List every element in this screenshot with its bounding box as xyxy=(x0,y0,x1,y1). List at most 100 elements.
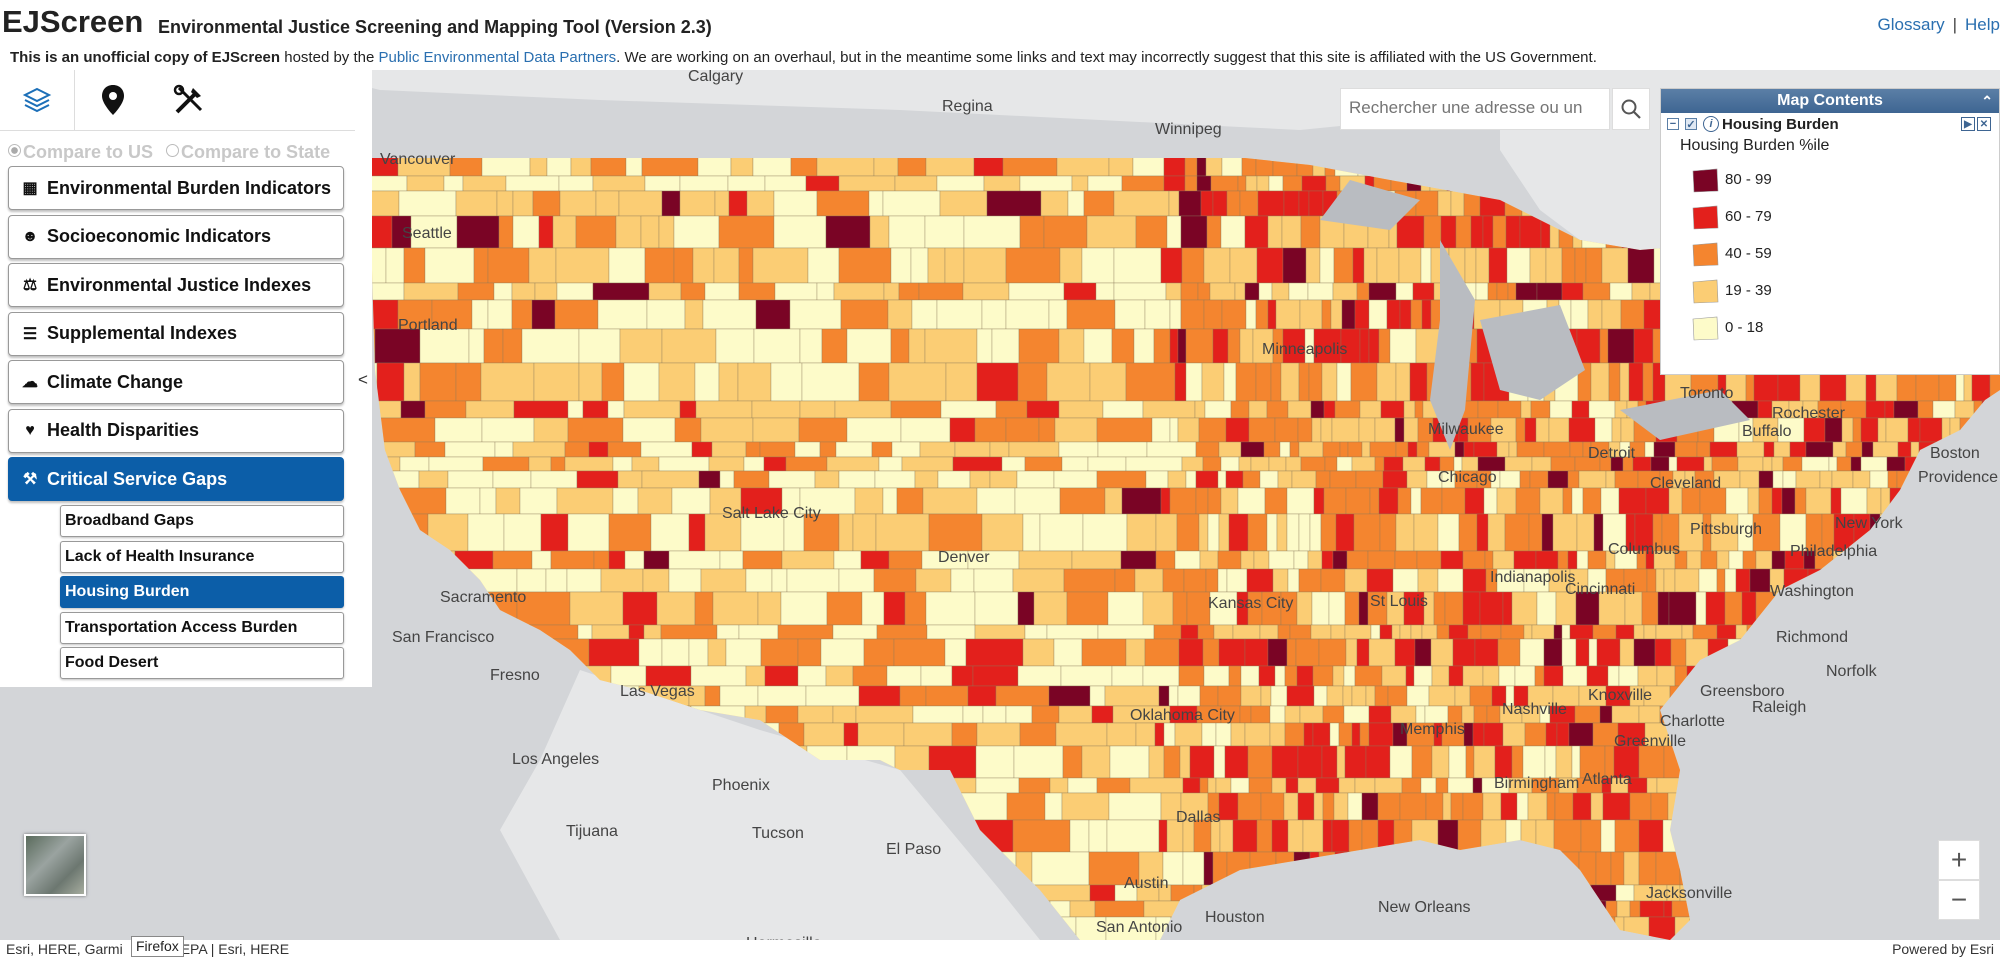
map-label-tijuana: Tijuana xyxy=(566,823,618,840)
app-title: Environmental Justice Screening and Mapp… xyxy=(158,17,712,37)
map-label-st-louis: St Louis xyxy=(1370,593,1428,610)
map-label-rochester: Rochester xyxy=(1772,405,1846,422)
legend-item: 19 - 39 xyxy=(1661,272,1999,309)
map-label-detroit: Detroit xyxy=(1588,445,1636,462)
legend-label: 0 - 18 xyxy=(1725,319,1764,336)
notice-bold: This is an unofficial copy of EJScreen xyxy=(10,49,281,66)
compare-state-label: Compare to State xyxy=(181,142,331,162)
collapse-up-icon[interactable]: ⌃ xyxy=(1981,93,1993,109)
category-label: Supplemental Indexes xyxy=(47,323,238,343)
info-icon[interactable]: i xyxy=(1703,116,1719,132)
map-label-fresno: Fresno xyxy=(490,667,540,684)
notice-text-2: . We are working on an overhaul, but in … xyxy=(616,49,1597,66)
map-label-buffalo: Buffalo xyxy=(1742,423,1792,440)
map-label-charlotte: Charlotte xyxy=(1660,713,1725,730)
map-label-vancouver: Vancouver xyxy=(380,151,456,168)
wrench-icon: ⚒ xyxy=(22,471,38,488)
map-label-raleigh: Raleigh xyxy=(1752,699,1806,716)
compare-state-option[interactable]: Compare to State xyxy=(166,142,330,162)
category-label: Socioeconomic Indicators xyxy=(47,226,272,246)
map-label-indianapolis: Indianapolis xyxy=(1490,569,1575,586)
map-label-san-francisco: San Francisco xyxy=(392,629,494,646)
map-label-salt-lake: Salt Lake City xyxy=(722,505,821,522)
attribution-bar: Esri, HERE, Garmi EPA | Esri, HERE Powere… xyxy=(0,940,2000,959)
legend-swatch xyxy=(1692,242,1719,266)
map-label-milwaukee: Milwaukee xyxy=(1428,421,1504,438)
category-label: Health Disparities xyxy=(47,420,200,440)
category-socioeconomic-indicators[interactable]: ☻ Socioeconomic Indicators xyxy=(8,214,344,259)
category-critical-service-gaps[interactable]: ⚒ Critical Service Gaps xyxy=(8,457,344,501)
category-label: Environmental Burden Indicators xyxy=(47,177,332,198)
layer-name: Housing Burden xyxy=(1722,115,1839,133)
layer-options-icon[interactable]: ▶ xyxy=(1961,117,1975,131)
collapse-panel-toggle[interactable]: < xyxy=(358,370,368,389)
layer-row-housing-burden: − ✓ i Housing Burden ▶ ✕ xyxy=(1661,113,1999,135)
subitem-food-desert[interactable]: Food Desert xyxy=(60,647,344,679)
map-label-knoxville: Knoxville xyxy=(1588,687,1652,704)
notice-partner-link[interactable]: Public Environmental Data Partners xyxy=(378,49,617,66)
compare-options: Compare to US Compare to State xyxy=(8,142,338,163)
subitem-housing-burden[interactable]: Housing Burden xyxy=(60,576,344,608)
map-label-new-orleans: New Orleans xyxy=(1378,899,1470,916)
zoom-out-button[interactable]: − xyxy=(1938,880,1980,920)
app-logo: EJScreen xyxy=(2,4,144,39)
tools-tab[interactable] xyxy=(152,70,226,130)
map-label-kansas-city: Kansas City xyxy=(1208,595,1293,612)
layers-tab[interactable] xyxy=(0,70,75,130)
glossary-link[interactable]: Glossary xyxy=(1877,15,1945,34)
category-climate-change[interactable]: ☁ Climate Change xyxy=(8,360,344,404)
category-environmental-justice-indexes[interactable]: ⚖ Environmental Justice Indexes xyxy=(8,263,344,307)
location-pin-icon xyxy=(102,85,124,115)
subitem-broadband-gaps[interactable]: Broadband Gaps xyxy=(60,505,344,537)
layer-visibility-checkbox[interactable]: ✓ xyxy=(1685,118,1697,131)
map-label-greenville: Greenville xyxy=(1614,733,1686,750)
firefox-tooltip: Firefox xyxy=(131,936,184,957)
category-supplemental-indexes[interactable]: ☰ Supplemental Indexes xyxy=(8,311,344,356)
category-health-disparities[interactable]: ♥ Health Disparities xyxy=(8,408,344,453)
map-label-birmingham: Birmingham xyxy=(1494,775,1579,792)
zoom-in-button[interactable]: + xyxy=(1938,840,1980,880)
location-tab[interactable] xyxy=(76,70,150,130)
map-label-memphis: Memphis xyxy=(1400,721,1465,738)
subitem-lack-of-health-insurance[interactable]: Lack of Health Insurance xyxy=(60,540,344,573)
legend: 80 - 99 60 - 79 40 - 59 19 - 39 0 - 18 xyxy=(1661,161,1999,346)
layer-remove-icon[interactable]: ✕ xyxy=(1977,117,1991,131)
search-input[interactable] xyxy=(1341,89,1605,127)
map-label-atlanta: Atlanta xyxy=(1582,771,1632,788)
powered-by[interactable]: Powered by Esri xyxy=(1892,941,1994,957)
layer-controls: ▶ ✕ xyxy=(1961,117,1991,131)
compare-state-radio[interactable] xyxy=(166,144,180,157)
heart-icon: ♥ xyxy=(25,421,35,439)
legend-item: 40 - 59 xyxy=(1661,235,1999,272)
subitem-transportation-access-burden[interactable]: Transportation Access Burden xyxy=(60,611,344,644)
expand-collapse-icon[interactable]: − xyxy=(1667,118,1679,130)
canada-land xyxy=(300,70,1500,130)
map-label-toronto: Toronto xyxy=(1680,385,1733,402)
legend-label: 80 - 99 xyxy=(1725,171,1772,188)
map-label-richmond: Richmond xyxy=(1776,629,1848,646)
map-label-minneapolis: Minneapolis xyxy=(1262,341,1347,358)
legend-item: 0 - 18 xyxy=(1661,309,1999,346)
map-label-san-antonio: San Antonio xyxy=(1096,919,1182,936)
compare-us-radio[interactable] xyxy=(8,144,21,157)
category-environmental-burden-indicators[interactable]: ▦ Environmental Burden Indicators xyxy=(8,166,344,210)
factory-icon: ▦ xyxy=(22,180,38,197)
map-label-hermosillo: Hermosillo xyxy=(746,935,822,940)
compare-us-label: Compare to US xyxy=(23,142,154,162)
layers-icon xyxy=(22,87,52,113)
basemap-toggle[interactable] xyxy=(24,834,86,896)
help-link[interactable]: Help xyxy=(1965,15,2000,34)
map-label-el-paso: El Paso xyxy=(886,841,941,858)
category-label: Critical Service Gaps xyxy=(47,468,228,489)
tools-icon xyxy=(173,84,203,114)
compare-us-option[interactable]: Compare to US xyxy=(8,142,153,162)
search-button[interactable] xyxy=(1612,88,1650,130)
map-label-tucson: Tucson xyxy=(752,825,804,842)
map-label-columbus: Columbus xyxy=(1608,541,1680,558)
mexico-land xyxy=(500,670,1040,940)
map-label-oklahoma-city: Oklahoma City xyxy=(1130,707,1235,724)
map-label-portland: Portland xyxy=(398,317,458,334)
map-label-dallas: Dallas xyxy=(1176,809,1220,826)
map-label-cincinnati: Cincinnati xyxy=(1565,581,1635,598)
map-label-boston: Boston xyxy=(1930,445,1980,462)
